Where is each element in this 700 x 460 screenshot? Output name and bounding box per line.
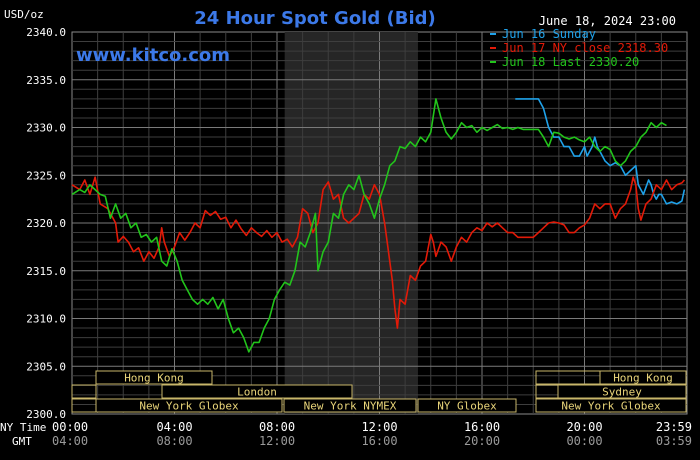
session-label: NY Globex [437, 400, 497, 413]
x-tick-label: 20:00 [566, 420, 602, 434]
series-line [515, 98, 686, 205]
gmt-tick-label: 16:00 [361, 434, 397, 448]
series-lines [71, 98, 686, 353]
gmt-tick-label: 04:00 [52, 434, 88, 448]
chart-date: June 18, 2024 23:00 [539, 14, 676, 28]
gmt-tick-label: 20:00 [464, 434, 500, 448]
session-label: Hong Kong [124, 372, 184, 385]
session-bar [71, 384, 97, 399]
session-label: New York Globex [139, 400, 239, 413]
y-axis-ticks: 2300.0 2305.0 2310.0 2315.0 2320.0 2325.0 2330… [26, 26, 66, 421]
x-tick-label: 00:00 [52, 420, 88, 434]
x-tick-label: 04:00 [156, 420, 192, 434]
ny-time-label: NY Time [0, 421, 46, 434]
gmt-label: GMT [12, 435, 32, 448]
y-tick-label: 2310.0 [26, 313, 66, 326]
watermark: www.kitco.com [76, 45, 230, 66]
gmt-tick-label: 08:00 [156, 434, 192, 448]
session-label: Sydney [602, 386, 642, 399]
session-bar [535, 398, 687, 413]
x-axis-ticks: 00:0004:0004:0008:0008:0012:0012:0016:00… [52, 420, 692, 448]
y-tick-label: 2320.0 [26, 217, 66, 230]
x-tick-label: 23:59 [656, 420, 692, 434]
series-line [71, 176, 686, 329]
session-bar [95, 370, 213, 385]
session-bar [161, 384, 353, 399]
y-tick-label: 2305.0 [26, 360, 66, 373]
session-bar [283, 398, 417, 413]
y-tick-label: 2300.0 [26, 408, 66, 421]
legend-label: Jun 17 NY close 2318.30 [502, 41, 668, 55]
y-tick-label: 2315.0 [26, 265, 66, 278]
unit-label: USD/oz [4, 8, 44, 21]
y-tick-label: 2325.0 [26, 169, 66, 182]
legend-label: Jun 16 Sunday [502, 27, 596, 41]
x-tick-label: 16:00 [464, 420, 500, 434]
chart-title: 24 Hour Spot Gold (Bid) [194, 8, 435, 29]
session-bar [71, 398, 97, 413]
gmt-tick-label: 00:00 [566, 434, 602, 448]
session-label: New York NYMEX [304, 400, 397, 413]
session-label: London [237, 386, 277, 399]
y-tick-label: 2330.0 [26, 122, 66, 135]
session-label: New York Globex [561, 400, 661, 413]
gmt-tick-label: 12:00 [259, 434, 295, 448]
y-tick-label: 2335.0 [26, 74, 66, 87]
session-bar [535, 370, 601, 385]
y-tick-label: 2340.0 [26, 26, 66, 39]
x-tick-label: 08:00 [259, 420, 295, 434]
x-tick-label: 12:00 [361, 420, 397, 434]
legend-label: Jun 18 Last 2330.20 [502, 55, 639, 69]
session-label: Hong Kong [613, 372, 673, 385]
session-bar [535, 384, 559, 399]
session-bar [417, 398, 517, 413]
gmt-tick-label: 03:59 [656, 434, 692, 448]
series-line [71, 98, 667, 353]
grid [71, 31, 688, 415]
